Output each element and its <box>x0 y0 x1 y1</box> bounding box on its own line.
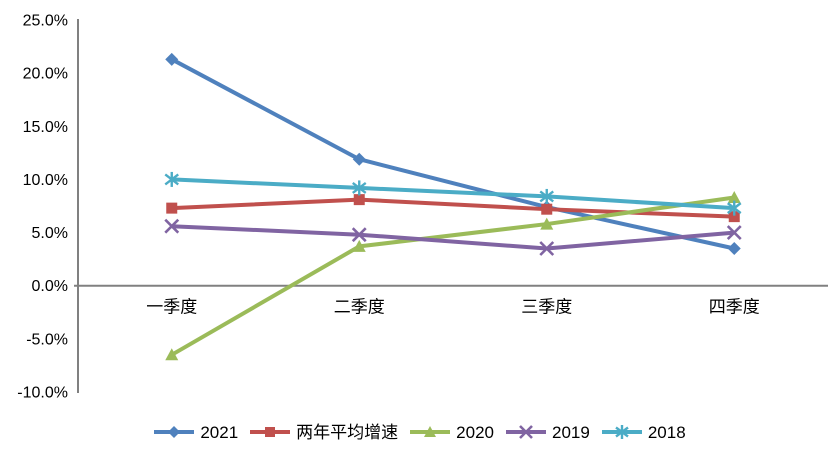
series-2019 <box>164 218 742 256</box>
diamond-marker <box>352 152 366 166</box>
triangle-marker <box>540 217 554 230</box>
legend-item-2018: 2018 <box>601 424 686 441</box>
asterisk-marker <box>727 202 742 215</box>
x-marker <box>351 227 367 243</box>
diamond-marker <box>727 242 741 256</box>
x-axis-label: 三季度 <box>521 298 572 317</box>
chart-legend: 2021 两年平均增速 2020 2019 2018 <box>0 418 839 446</box>
legend-label: 2019 <box>552 422 590 442</box>
legend-item-2021: 2021 <box>153 424 238 441</box>
diamond-marker <box>168 426 181 438</box>
series-两年平均增速 <box>166 194 740 223</box>
legend-item-2020: 2020 <box>409 424 494 441</box>
series-line-2021 <box>170 57 735 251</box>
legend-item-2019: 2019 <box>505 424 590 441</box>
y-tick-label: -5.0% <box>26 331 68 348</box>
legend-label: 2020 <box>456 422 494 442</box>
triangle-marker <box>424 426 437 437</box>
legend-key-triangle-icon <box>410 426 451 437</box>
legend-label: 2018 <box>647 422 686 442</box>
square-marker <box>728 211 740 223</box>
y-tick-label: 25.0% <box>23 13 68 30</box>
series-line-两年平均增速 <box>171 197 735 219</box>
diamond-marker <box>165 52 179 66</box>
legend-label: 两年平均增速 <box>296 422 399 442</box>
series-2018 <box>164 171 742 216</box>
asterisk-marker <box>615 426 629 438</box>
square-marker <box>265 427 276 437</box>
legend-key-diamond-icon <box>154 426 195 438</box>
square-marker <box>353 194 365 206</box>
square-marker <box>166 202 178 214</box>
series-line-2020 <box>170 195 735 357</box>
y-tick-label: -10.0% <box>17 385 68 402</box>
legend-key-asterisk-icon <box>601 425 642 439</box>
x-marker <box>726 225 742 240</box>
series-line-2019 <box>171 224 735 251</box>
x-axis-label: 一季度 <box>146 298 197 317</box>
x-marker <box>539 241 555 256</box>
y-tick-label: 0.0% <box>32 278 68 295</box>
asterisk-marker <box>352 181 367 194</box>
x-marker <box>164 218 180 234</box>
asterisk-marker <box>539 190 554 203</box>
x-axis-label: 四季度 <box>709 298 760 317</box>
square-marker <box>541 203 553 215</box>
x-axis-label: 二季度 <box>334 298 385 317</box>
legend-key-x-icon <box>506 425 546 439</box>
legend-key-square-icon <box>250 427 291 437</box>
triangle-marker <box>727 190 741 203</box>
y-tick-label: 5.0% <box>32 225 68 242</box>
series-2021 <box>165 52 741 256</box>
series-line-2018 <box>171 177 735 211</box>
triangle-marker <box>352 239 366 252</box>
legend-item-两年平均增速: 两年平均增速 <box>249 424 398 441</box>
legend-label: 2021 <box>200 422 239 442</box>
y-tick-label: 15.0% <box>23 119 68 136</box>
x-marker <box>519 425 533 439</box>
triangle-marker <box>165 348 179 361</box>
y-tick-label: 10.0% <box>23 172 68 189</box>
series-2020 <box>165 190 741 361</box>
y-tick-label: 20.0% <box>23 66 68 83</box>
asterisk-marker <box>164 173 179 186</box>
